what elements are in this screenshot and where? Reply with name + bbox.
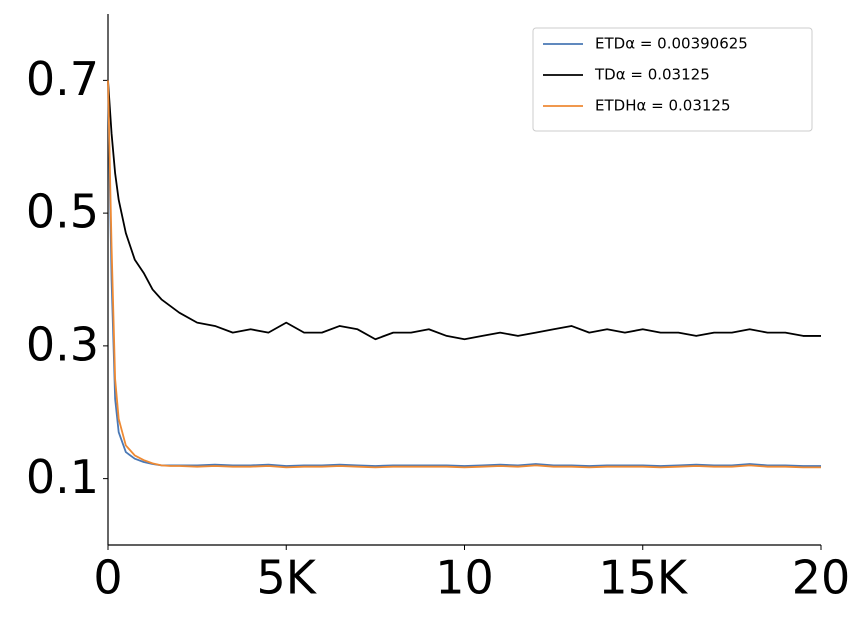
legend-label: TDα = 0.03125 [594,66,710,84]
y-tick-label: 0.5 [26,185,99,239]
y-tick-label: 0.7 [26,52,99,106]
y-tick-label: 0.1 [26,450,99,504]
x-tick-label: 0 [93,551,122,605]
series-line [107,80,821,341]
legend-label: ETDHα = 0.03125 [595,97,731,115]
series-line [107,80,821,469]
x-tick-label: 15K [598,551,689,605]
x-tick-label: 5K [257,551,318,605]
y-tick-label: 0.3 [26,317,99,371]
legend-label: ETDα = 0.00390625 [595,35,748,53]
x-tick-label: 20 [792,551,851,605]
series-line [107,80,821,467]
legend-box [532,27,813,132]
x-tick-label: 10 [435,551,494,605]
